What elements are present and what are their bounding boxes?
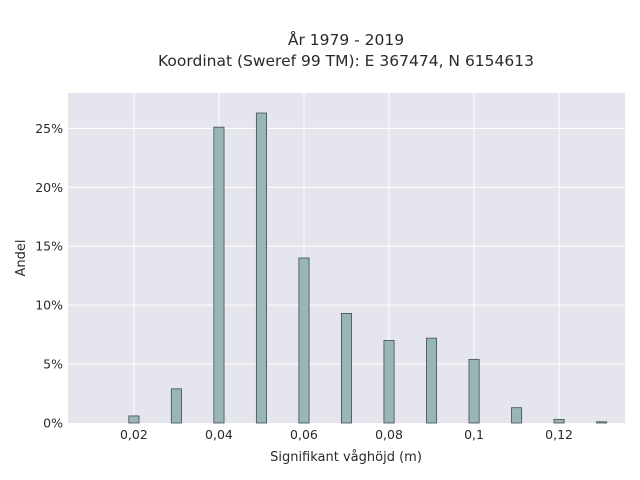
histogram-bar [213,126,225,424]
x-tick-label: 0,02 [120,427,148,442]
histogram-bar [383,340,395,424]
histogram-bar [511,407,523,424]
x-tick-label: 0,04 [205,427,233,442]
y-tick-label: 15% [35,239,63,254]
bars [128,112,608,424]
x-tick-label: 0,12 [545,427,573,442]
histogram-bar [128,415,140,424]
histogram-bar [596,421,608,424]
y-tick-label: 25% [35,121,63,136]
y-axis-label: Andel [14,240,29,277]
histogram-bar [340,312,353,424]
chart-title: År 1979 - 2019 [288,30,404,49]
x-axis-label: Signifikant våghöjd (m) [270,450,422,465]
y-tick-label: 10% [35,298,63,313]
histogram-bar [170,388,182,424]
x-tick-label: 0,08 [375,427,403,442]
histogram-bar [298,257,310,424]
x-tick-label: 0,06 [290,427,318,442]
y-axis-ticks: 0% 5% 10% 15% 20% 25% [35,121,63,431]
x-tick-label: 0,1 [464,427,484,442]
chart-subtitle: Koordinat (Sweref 99 TM): E 367474, N 61… [158,52,534,70]
y-tick-label: 0% [43,416,63,431]
histogram-bar [468,358,480,424]
histogram-bar [553,419,565,424]
histogram-bar [255,112,267,424]
histogram-bar [426,337,438,424]
x-axis-ticks: 0,02 0,04 0,06 0,08 0,1 0,12 [120,427,573,442]
y-tick-label: 20% [35,180,63,195]
y-tick-label: 5% [43,357,63,372]
